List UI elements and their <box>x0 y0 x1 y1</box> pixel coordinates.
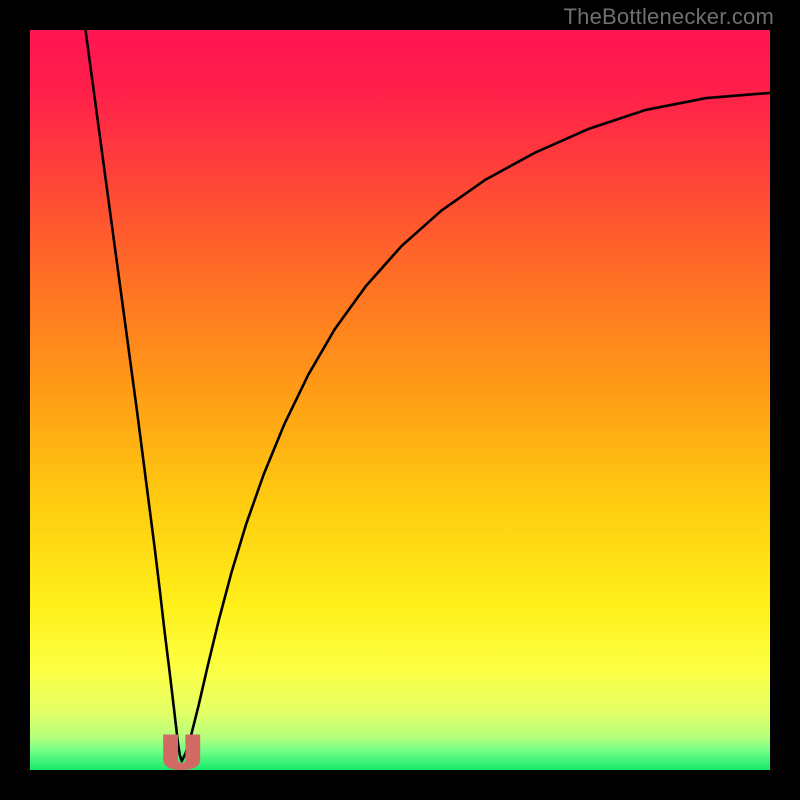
bottleneck-curve <box>86 30 771 761</box>
plot-area <box>30 30 770 770</box>
watermark-text: TheBottlenecker.com <box>564 4 774 30</box>
min-marker <box>163 734 200 770</box>
curve-layer <box>30 30 770 770</box>
